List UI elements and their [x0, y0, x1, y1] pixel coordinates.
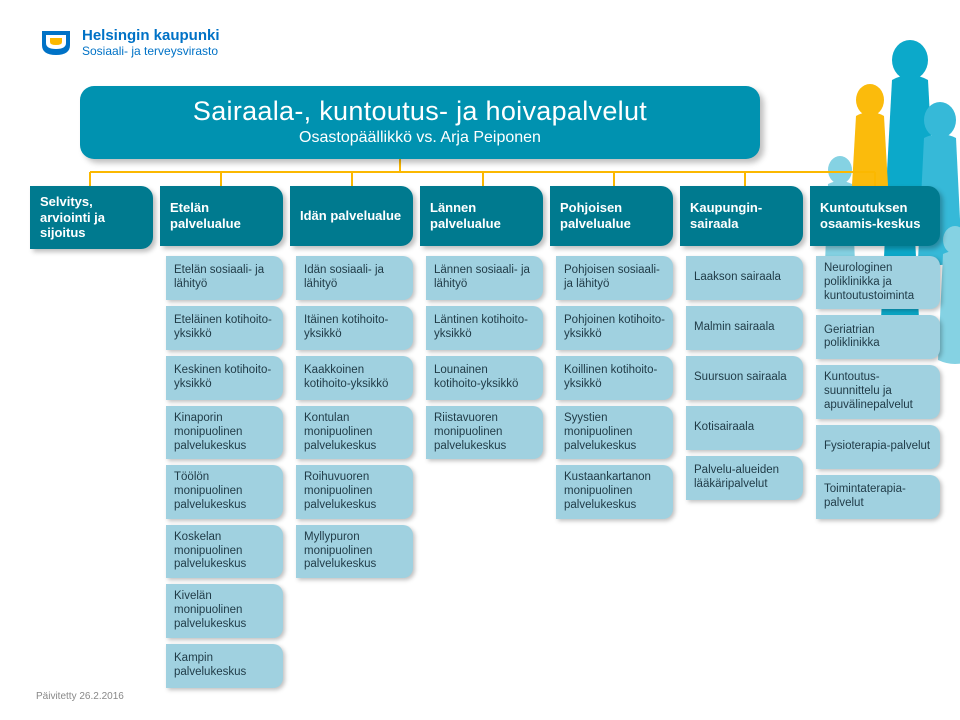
- dept-leaves: Lännen sosiaali- ja lähityö Läntinen koti…: [426, 256, 543, 459]
- dept-leaf: Etelän sosiaali- ja lähityö: [166, 256, 283, 300]
- dept-leaf: Koskelan monipuolinen palvelukeskus: [166, 525, 283, 578]
- dept-leaf: Kivelän monipuolinen palvelukeskus: [166, 584, 283, 637]
- dept-header: Pohjoisen palvelualue: [550, 186, 673, 246]
- org-column: Selvitys, arviointi ja sijoitus: [30, 186, 153, 688]
- dept-leaf: Läntinen kotihoito-yksikkö: [426, 306, 543, 350]
- dept-header: Etelän palvelualue: [160, 186, 283, 246]
- dept-leaf: Lännen sosiaali- ja lähityö: [426, 256, 543, 300]
- org-column: Etelän palvelualue Etelän sosiaali- ja lä…: [160, 186, 283, 688]
- org-columns: Selvitys, arviointi ja sijoitusEtelän pa…: [30, 186, 940, 688]
- dept-leaf: Palvelu-alueiden lääkäripalvelut: [686, 456, 803, 500]
- dept-leaf: Kampin palvelukeskus: [166, 644, 283, 688]
- org-column: Lännen palvelualue Lännen sosiaali- ja lä…: [420, 186, 543, 688]
- footer-updated: Päivitetty 26.2.2016: [36, 691, 124, 702]
- org-column: Idän palvelualue Idän sosiaali- ja lähity…: [290, 186, 413, 688]
- root-title: Sairaala-, kuntoutus- ja hoivapalvelut: [100, 96, 740, 127]
- dept-leaf: Kotisairaala: [686, 406, 803, 450]
- dept-leaf: Myllypuron monipuolinen palvelukeskus: [296, 525, 413, 578]
- dept-header: Selvitys, arviointi ja sijoitus: [30, 186, 153, 249]
- org-header: Helsingin kaupunki Sosiaali- ja terveysv…: [40, 28, 220, 58]
- org-name: Helsingin kaupunki: [82, 28, 220, 45]
- root-department: Sairaala-, kuntoutus- ja hoivapalvelut O…: [80, 86, 760, 159]
- dept-leaf: Töölön monipuolinen palvelukeskus: [166, 465, 283, 518]
- dept-leaf: Neurologinen poliklinikka ja kuntoutusto…: [816, 256, 940, 309]
- dept-leaf: Pohjoinen kotihoito-yksikkö: [556, 306, 673, 350]
- dept-leaf: Koillinen kotihoito-yksikkö: [556, 356, 673, 400]
- org-dept: Sosiaali- ja terveysvirasto: [82, 45, 220, 58]
- dept-leaves: Laakson sairaala Malmin sairaala Suursuon …: [686, 256, 803, 500]
- dept-leaf: Laakson sairaala: [686, 256, 803, 300]
- org-column: Kaupungin-sairaala Laakson sairaala Malmin…: [680, 186, 803, 688]
- dept-leaf: Syystien monipuolinen palvelukeskus: [556, 406, 673, 459]
- dept-leaf: Kustaankartanon monipuolinen palvelukesk…: [556, 465, 673, 518]
- dept-header: Kuntoutuksen osaamis-keskus: [810, 186, 940, 246]
- root-subtitle: Osastopäällikkö vs. Arja Peiponen: [100, 129, 740, 147]
- dept-leaves: Neurologinen poliklinikka ja kuntoutusto…: [816, 256, 940, 519]
- crest-icon: [40, 29, 72, 57]
- dept-leaf: Lounainen kotihoito-yksikkö: [426, 356, 543, 400]
- dept-leaf: Kinaporin monipuolinen palvelukeskus: [166, 406, 283, 459]
- org-column: Pohjoisen palvelualue Pohjoisen sosiaali-…: [550, 186, 673, 688]
- dept-leaf: Kuntoutus-suunnittelu ja apuvälinepalvel…: [816, 365, 940, 418]
- dept-leaf: Suursuon sairaala: [686, 356, 803, 400]
- dept-leaf: Itäinen kotihoito-yksikkö: [296, 306, 413, 350]
- dept-header: Lännen palvelualue: [420, 186, 543, 246]
- dept-header: Idän palvelualue: [290, 186, 413, 246]
- dept-leaf: Kontulan monipuolinen palvelukeskus: [296, 406, 413, 459]
- dept-leaf: Malmin sairaala: [686, 306, 803, 350]
- dept-leaf: Roihuvuoren monipuolinen palvelukeskus: [296, 465, 413, 518]
- dept-leaf: Toimintaterapia-palvelut: [816, 475, 940, 519]
- org-column: Kuntoutuksen osaamis-keskus Neurologinen …: [810, 186, 940, 688]
- dept-leaf: Kaakkoinen kotihoito-yksikkö: [296, 356, 413, 400]
- dept-header: Kaupungin-sairaala: [680, 186, 803, 246]
- dept-leaf: Riistavuoren monipuolinen palvelukeskus: [426, 406, 543, 459]
- dept-leaf: Eteläinen kotihoito-yksikkö: [166, 306, 283, 350]
- dept-leaf: Pohjoisen sosiaali- ja lähityö: [556, 256, 673, 300]
- dept-leaves: Etelän sosiaali- ja lähityö Eteläinen kot…: [166, 256, 283, 688]
- dept-leaf: Geriatrian poliklinikka: [816, 315, 940, 359]
- dept-leaves: Pohjoisen sosiaali- ja lähityö Pohjoinen …: [556, 256, 673, 519]
- dept-leaf: Fysioterapia-palvelut: [816, 425, 940, 469]
- dept-leaf: Keskinen kotihoito-yksikkö: [166, 356, 283, 400]
- dept-leaf: Idän sosiaali- ja lähityö: [296, 256, 413, 300]
- dept-leaves: Idän sosiaali- ja lähityö Itäinen kotihoi…: [296, 256, 413, 578]
